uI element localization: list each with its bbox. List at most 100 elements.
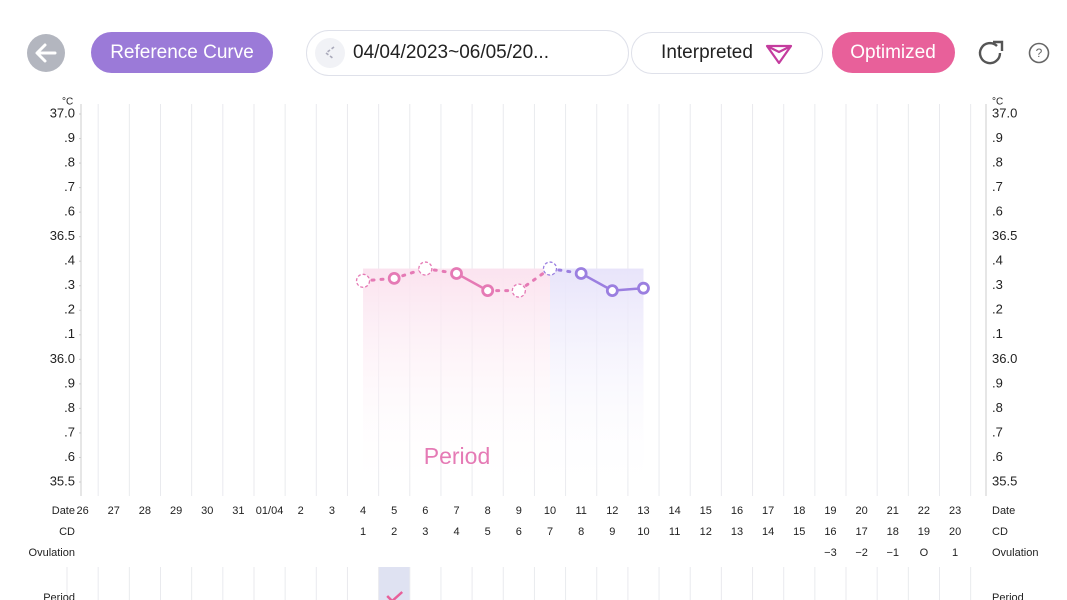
x-tick-label: 01/04 xyxy=(256,505,284,517)
button-label: Optimized xyxy=(850,42,936,63)
y-unit: °C xyxy=(992,97,1003,108)
row-label-right: CD xyxy=(992,526,1008,538)
cycle-day: 11 xyxy=(669,526,680,538)
cycle-day: 8 xyxy=(578,526,584,538)
x-tick-label: 18 xyxy=(793,505,805,517)
y2-tick-label: .6 xyxy=(992,204,1003,219)
chart: °C °C37.0 37.0.9.9.8.8.7.7.6.636.5 36.5.4.4… xyxy=(29,97,1038,600)
y-tick-label: .6 xyxy=(64,449,75,464)
x-tick-label: 29 xyxy=(170,505,182,517)
y-unit: °C xyxy=(62,97,73,108)
connector xyxy=(517,267,552,293)
ovulation-day: −1 xyxy=(886,547,899,559)
back-button[interactable] xyxy=(27,34,65,72)
cycle-day: 18 xyxy=(887,526,899,538)
y2-tick-label: .8 xyxy=(992,155,1003,170)
row-label: Ovulation xyxy=(29,547,75,559)
y-tick-label: .1 xyxy=(64,326,75,341)
x-tick-label: 2 xyxy=(298,505,304,517)
y-tick-label: .9 xyxy=(64,375,75,390)
annotation: Period xyxy=(424,443,490,469)
x-tick-label: 6 xyxy=(422,505,428,517)
x-tick-label: 20 xyxy=(855,505,867,517)
y2-tick-label: .9 xyxy=(992,375,1003,390)
data-point xyxy=(481,284,495,298)
cycle-day: 2 xyxy=(391,526,397,538)
x-tick-label: 11 xyxy=(575,505,586,517)
x-tick-label: 30 xyxy=(201,505,213,517)
reference-curve-button[interactable]: Reference Curve xyxy=(91,32,273,73)
x-tick-label: 13 xyxy=(637,505,649,517)
cycle-day: 4 xyxy=(453,526,459,538)
x-tick-label: 15 xyxy=(700,505,712,517)
x-tick-label: 21 xyxy=(887,505,899,517)
cycle-day: 10 xyxy=(637,526,649,538)
series-area xyxy=(550,268,644,496)
cycle-day: 3 xyxy=(422,526,428,538)
y-tick-label: 37.0 xyxy=(50,105,75,120)
x-tick-label: 27 xyxy=(108,505,120,517)
y2-tick-label: 36.0 xyxy=(992,351,1017,366)
y2-tick-label: .7 xyxy=(992,424,1003,439)
x-tick-label: 14 xyxy=(669,505,681,517)
y2-tick-label: .3 xyxy=(992,277,1003,292)
y2-tick-label: .7 xyxy=(992,179,1003,194)
data-point xyxy=(605,284,619,298)
refresh-button[interactable] xyxy=(978,40,1004,65)
button-label: Interpreted xyxy=(661,42,753,63)
y2-tick-label: 35.5 xyxy=(992,473,1017,488)
x-tick-label: 22 xyxy=(918,505,930,517)
x-tick-label: 12 xyxy=(606,505,618,517)
cycle-day: 5 xyxy=(485,526,491,538)
cycle-day: 6 xyxy=(516,526,522,538)
y-tick-label: 36.5 xyxy=(50,228,75,243)
row-label-right: Date xyxy=(992,505,1015,517)
cycle-day: 14 xyxy=(762,526,774,538)
row-label: Date xyxy=(52,505,75,517)
x-tick-label: 17 xyxy=(762,505,774,517)
x-tick-label: 19 xyxy=(824,505,836,517)
table-row-label: Period xyxy=(43,592,75,600)
cycle-day: 17 xyxy=(855,526,867,538)
y-tick-label: .4 xyxy=(64,253,75,268)
data-point xyxy=(637,281,650,295)
svg-text:?: ? xyxy=(1036,46,1043,60)
data-point xyxy=(574,267,588,280)
help-button[interactable]: ? xyxy=(1028,42,1050,64)
x-tick-label: 3 xyxy=(329,505,335,517)
y2-tick-label: .6 xyxy=(992,449,1003,464)
y2-tick-label: .4 xyxy=(992,253,1003,268)
estimated-point xyxy=(355,273,371,288)
x-tick-label: 9 xyxy=(516,505,522,517)
y2-tick-label: .8 xyxy=(992,400,1003,415)
ovulation-day: 1 xyxy=(952,547,958,559)
y-tick-label: .8 xyxy=(64,400,75,415)
x-tick-label: 5 xyxy=(391,505,397,517)
x-tick-label: 10 xyxy=(544,505,556,517)
x-tick-label: 7 xyxy=(453,505,459,517)
x-tick-label: 26 xyxy=(76,505,88,517)
cycle-day: 16 xyxy=(824,526,836,538)
y-tick-label: .8 xyxy=(64,155,75,170)
y2-tick-label: .1 xyxy=(992,326,1003,341)
selected-column xyxy=(378,567,410,600)
optimized-button[interactable]: Optimized xyxy=(832,32,955,73)
row-label-right: Ovulation xyxy=(992,547,1038,559)
y-tick-label: .6 xyxy=(64,204,75,219)
cycle-day: 15 xyxy=(793,526,805,538)
date-range: 04/04/2023~06/05/20... xyxy=(353,42,549,63)
estimated-point xyxy=(542,261,558,276)
y-tick-label: .9 xyxy=(64,130,75,145)
cycle-day: 1 xyxy=(360,526,366,538)
table-row-label-right: Period xyxy=(992,592,1024,600)
x-tick-label: 31 xyxy=(232,505,244,517)
cycle-day: 13 xyxy=(731,526,743,538)
row-label: CD xyxy=(59,526,75,538)
x-tick-label: 16 xyxy=(731,505,743,517)
y2-tick-label: 36.5 xyxy=(992,228,1017,243)
interpreted-button[interactable]: Interpreted xyxy=(631,32,823,74)
date-range-picker[interactable]: 04/04/2023~06/05/20... xyxy=(306,30,629,76)
y-tick-label: 36.0 xyxy=(50,351,75,366)
